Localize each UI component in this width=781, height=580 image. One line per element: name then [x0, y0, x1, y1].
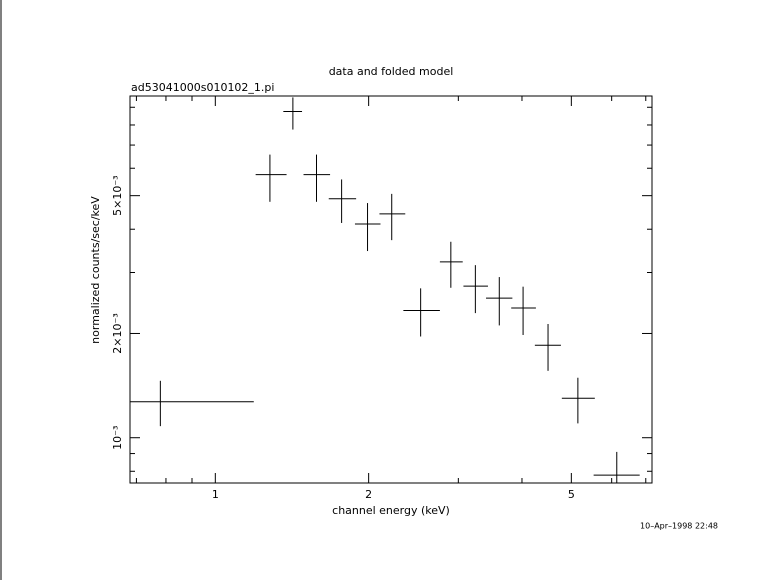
y-tick-label: 5×10⁻³: [111, 175, 124, 215]
plot-frame: [129, 95, 653, 484]
plot-area: [130, 97, 640, 483]
y-axis-label: normalized counts/sec/keV: [89, 196, 102, 344]
y-tick-label: 10⁻³: [111, 426, 124, 450]
timestamp: 10–Apr–1998 22:48: [640, 522, 718, 531]
x-tick-label: 5: [568, 488, 575, 501]
x-axis-label: channel energy (keV): [332, 504, 450, 517]
x-tick-label: 1: [212, 488, 219, 501]
x-tick-label: 2: [365, 488, 372, 501]
chart-subtitle: ad53041000s010102_1.pi: [131, 81, 274, 94]
y-tick-label: 2×10⁻³: [111, 313, 124, 353]
chart-title: data and folded model: [329, 65, 454, 78]
